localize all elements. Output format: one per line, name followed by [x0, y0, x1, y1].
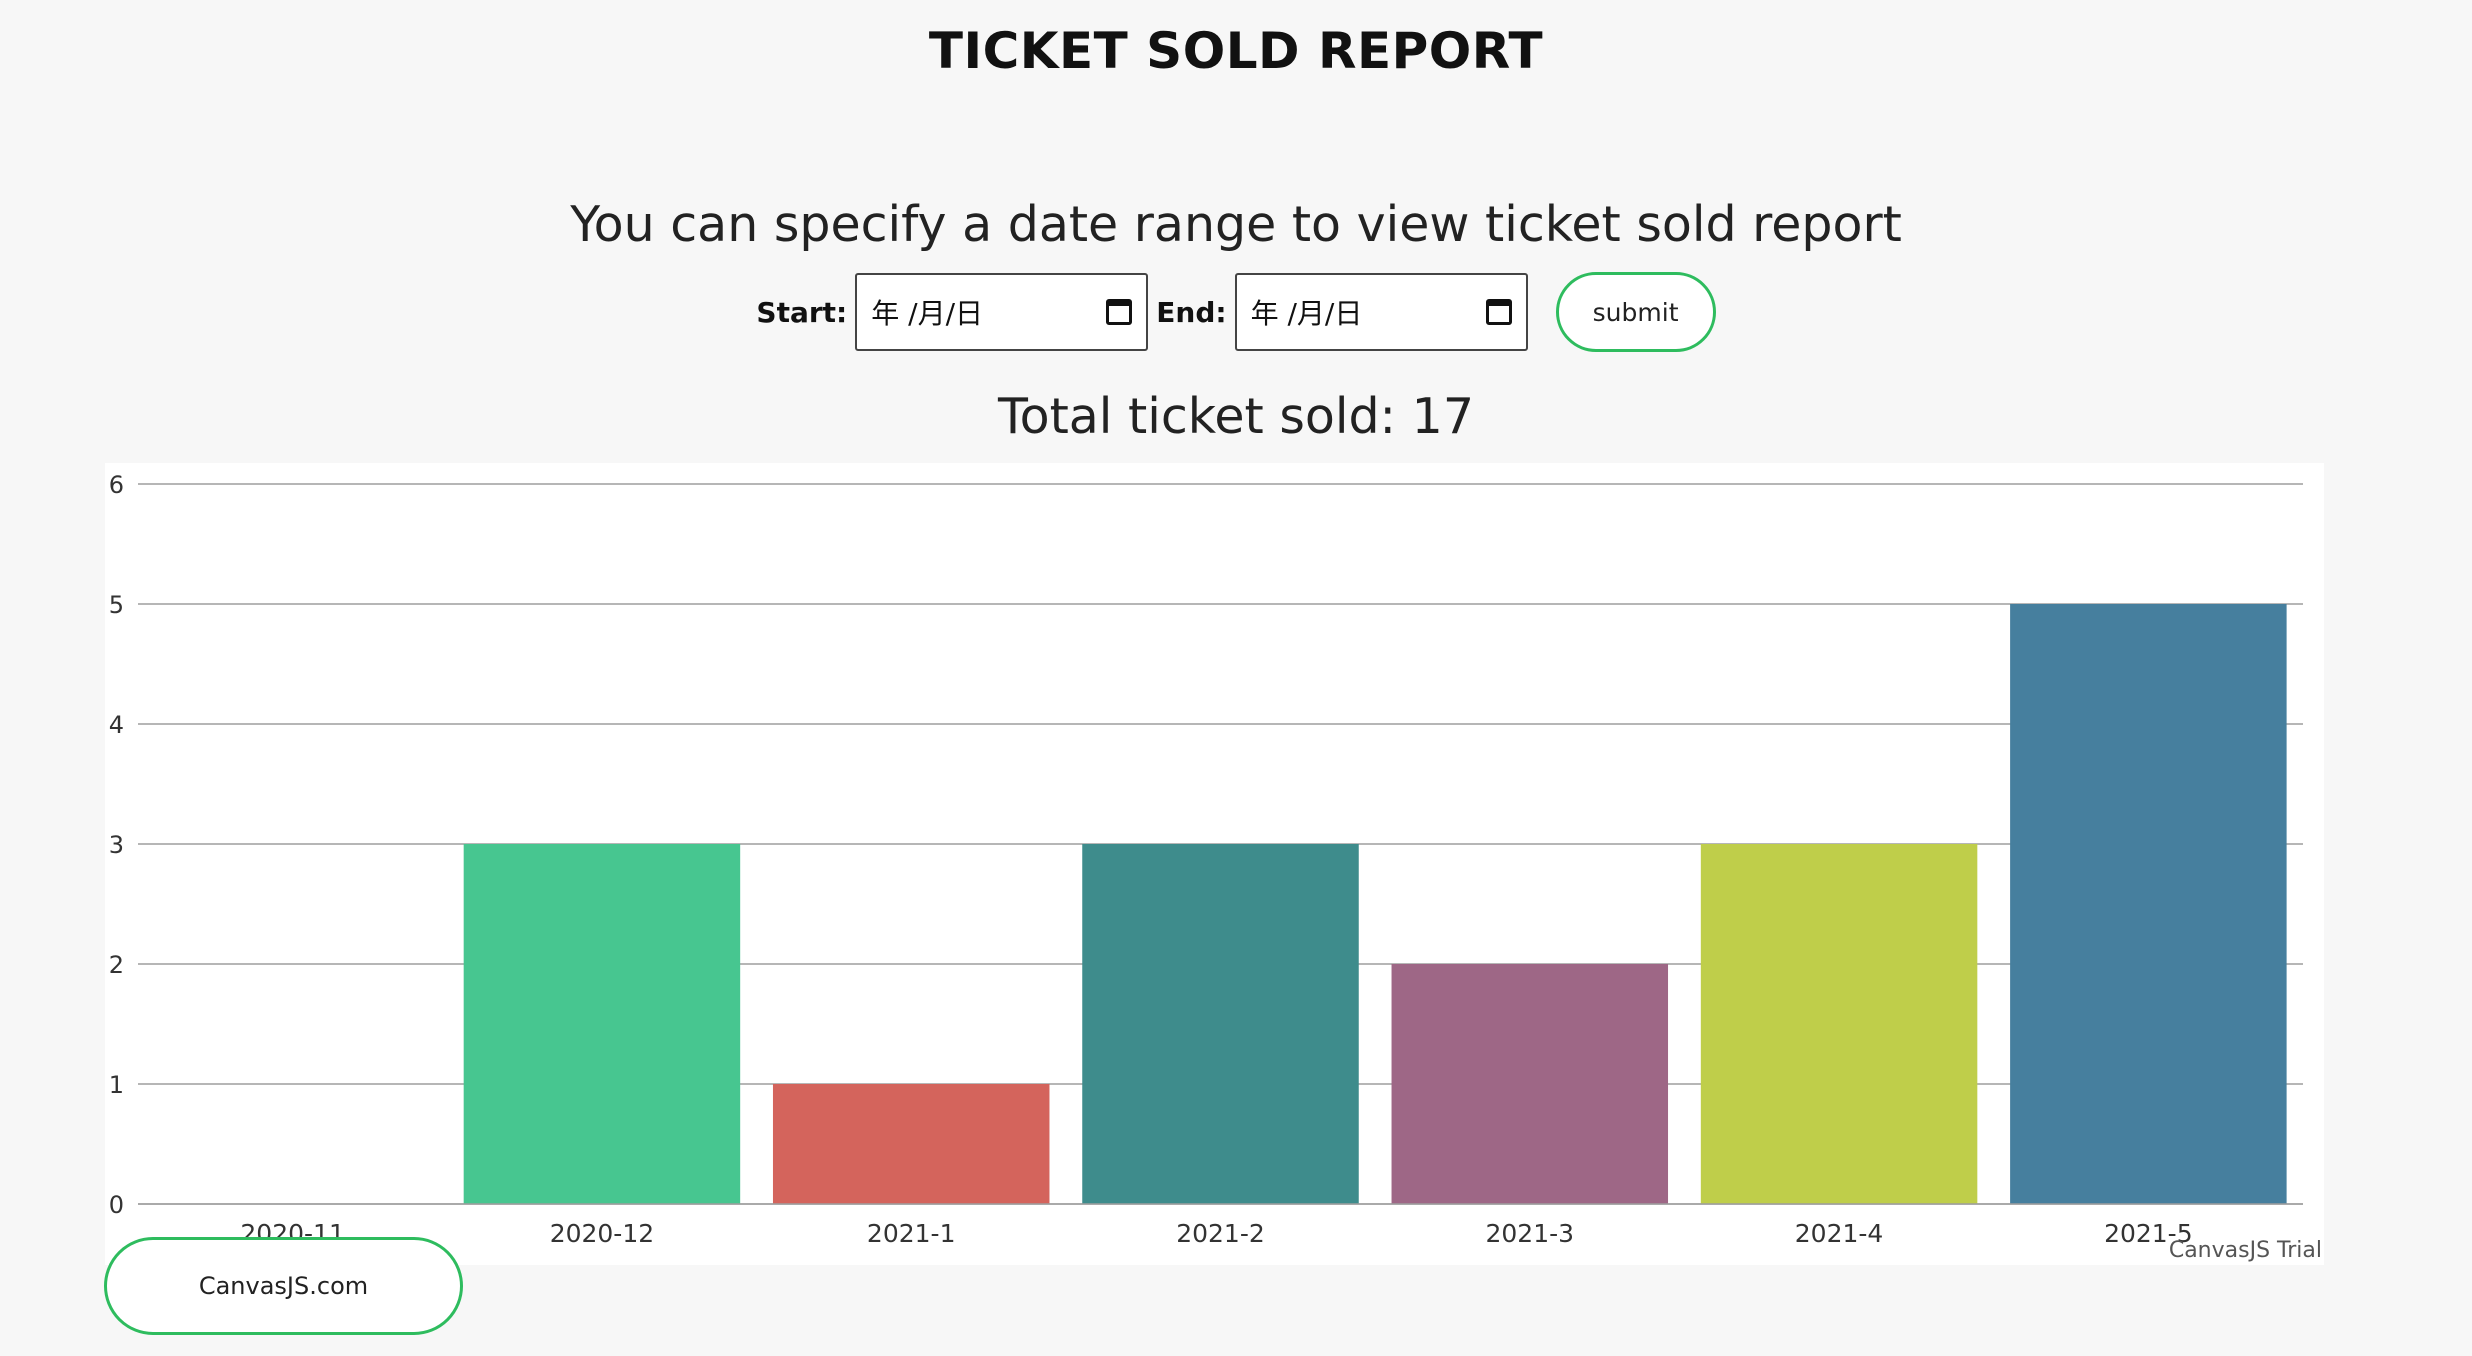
canvasjs-watermark: CanvasJS Trial — [2169, 1238, 2322, 1263]
date-filter-form: Start: 年 /月/日 End: 年 /月/日 submit — [0, 272, 2472, 352]
y-tick-label: 2 — [109, 951, 124, 979]
x-tick-label: 2021-1 — [867, 1219, 956, 1248]
x-tick-label: 2020-12 — [550, 1219, 654, 1248]
page-title: TICKET SOLD REPORT — [928, 22, 1544, 80]
calendar-icon[interactable] — [1485, 299, 1512, 325]
x-tick-label: 2021-4 — [1795, 1219, 1884, 1248]
y-tick-label: 3 — [109, 831, 124, 859]
total-tickets-sold: Total ticket sold: 17 — [997, 388, 1474, 445]
y-tick-label: 6 — [109, 471, 124, 499]
ticket-sales-chart: 0 1 2 3 4 5 6 2020-11 2020-12 2021-1 2021-2 2021-3 2… — [105, 463, 2324, 1265]
start-date-value: 年 /月/日 — [871, 297, 984, 330]
x-tick-label: 2021-5 — [2104, 1219, 2193, 1248]
end-date-input[interactable]: 年 /月/日 — [1234, 273, 1528, 351]
start-date-input[interactable]: 年 /月/日 — [855, 273, 1149, 351]
x-tick-label: 2021-3 — [1486, 1219, 1575, 1248]
end-label: End: — [1156, 295, 1227, 329]
start-label: Start: — [756, 295, 848, 329]
y-tick-label: 4 — [109, 711, 124, 739]
y-tick-label: 5 — [109, 591, 124, 619]
bar — [1082, 844, 1359, 1204]
bar — [1700, 844, 1978, 1204]
bar — [2010, 604, 2287, 1204]
y-tick-label: 0 — [109, 1191, 124, 1219]
y-tick-label: 1 — [109, 1071, 124, 1099]
bar — [1391, 964, 1669, 1204]
bar — [772, 1084, 1050, 1204]
submit-button[interactable]: submit — [1555, 272, 1716, 352]
x-tick-label: 2021-2 — [1176, 1219, 1265, 1248]
canvasjs-credit-link[interactable]: CanvasJS.com — [104, 1237, 463, 1335]
date-range-instructions: You can specify a date range to view tic… — [570, 196, 1902, 253]
calendar-icon[interactable] — [1106, 299, 1133, 325]
bar — [463, 844, 741, 1204]
end-date-value: 年 /月/日 — [1250, 297, 1363, 330]
